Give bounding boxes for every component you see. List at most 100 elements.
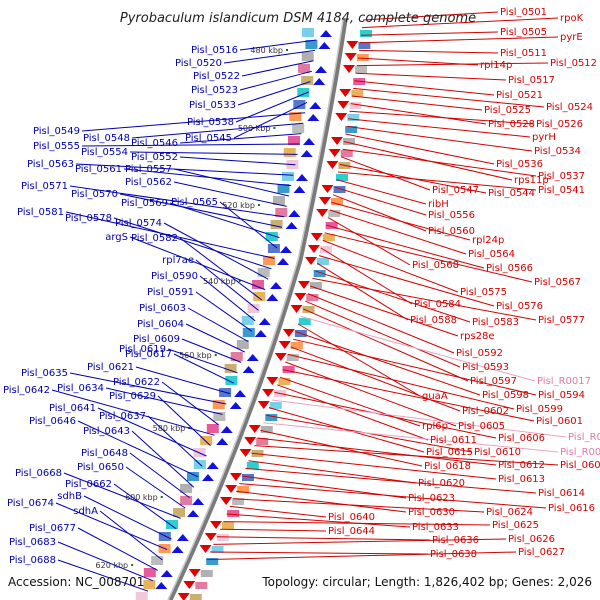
feature-block — [347, 114, 360, 121]
feature-block — [354, 66, 367, 73]
gene-label-right: Pisl_0598 — [482, 390, 529, 401]
feature-block — [301, 76, 314, 85]
leader-line — [329, 209, 467, 255]
kbp-tick-label: 540 kbp — [203, 277, 236, 286]
leader-line — [179, 156, 296, 166]
feature-block — [247, 304, 260, 313]
gene-label-left: Pisl_0565 — [171, 197, 218, 208]
leader-line — [173, 168, 290, 197]
leader-line — [83, 495, 172, 540]
feature-block — [267, 244, 280, 253]
leader-line — [351, 95, 483, 111]
gene-label-right: Pisl_0501 — [500, 7, 547, 18]
gene-label-left: Pisl_0662 — [65, 479, 112, 490]
leader-line — [362, 17, 559, 29]
minus-strand-gene — [160, 570, 173, 577]
feature-block — [298, 318, 311, 325]
leader-line — [353, 87, 545, 108]
feature-block — [316, 258, 329, 265]
plus-strand-gene — [290, 305, 303, 313]
gene-label-right: Pisl_0526 — [536, 119, 583, 130]
leader-line — [97, 407, 207, 457]
feature-block — [211, 546, 224, 553]
leader-line — [271, 399, 567, 438]
leader-line — [173, 181, 287, 207]
feature-block — [224, 364, 237, 373]
minus-strand-gene — [309, 102, 322, 109]
leader-line — [113, 217, 272, 270]
gene-label-right: Pisl_0605 — [458, 421, 505, 432]
minus-strand-gene — [254, 330, 267, 337]
gene-label-left: Pisl_0646 — [29, 416, 76, 427]
leader-line — [334, 186, 427, 216]
leader-line — [316, 262, 409, 321]
leader-line — [135, 366, 231, 395]
feature-block — [253, 292, 266, 301]
leader-line — [113, 483, 177, 530]
gene-label-left: Pisl_0561 — [75, 164, 122, 175]
kbp-tick-label: 600 kbp — [125, 493, 158, 502]
feature-block — [180, 496, 193, 505]
feature-block — [257, 268, 270, 277]
feature-block — [143, 568, 156, 577]
gene-label-left: Pisl_0621 — [87, 362, 134, 373]
feature-block — [272, 196, 285, 205]
plus-strand-gene — [209, 521, 222, 529]
feature-block — [206, 558, 219, 565]
feature-block — [165, 520, 178, 529]
leader-line — [282, 369, 535, 422]
minus-strand-gene — [293, 186, 306, 193]
plus-strand-gene — [294, 293, 307, 301]
leader-line — [307, 293, 455, 354]
feature-block — [297, 64, 310, 73]
plus-strand-gene — [239, 449, 252, 457]
map-title: Pyrobaculum islandicum DSM 4184, complet… — [120, 11, 476, 26]
plus-strand-gene — [248, 425, 261, 433]
gene-label-right: Pisl_0588 — [410, 315, 457, 326]
minus-strand-gene — [313, 78, 326, 85]
gene-label-right: Pisl_0583 — [472, 317, 519, 328]
gene-label-left: Pisl_0523 — [191, 85, 238, 96]
gene-label-left: Pisl_0546 — [131, 138, 178, 149]
gene-labels: Pisl_0516 Pisl_0520 Pisl_0522 Pisl_0523 Pisl… — [3, 7, 600, 566]
gene-label-left: Pisl_0590 — [151, 271, 198, 282]
leader-line — [348, 118, 531, 138]
gene-label-right: Pisl_0517 — [508, 75, 555, 86]
feature-block — [256, 438, 269, 445]
feature-block — [310, 282, 323, 289]
feature-block — [221, 522, 234, 529]
leader-line — [285, 361, 457, 427]
leader-line — [359, 36, 559, 44]
leader-line — [216, 536, 431, 541]
leader-line — [257, 437, 497, 466]
rna-label-right: Pisl_R0019 — [568, 432, 600, 443]
plus-strand-gene — [328, 149, 341, 157]
minus-strand-gene — [314, 66, 327, 73]
feature-block — [333, 186, 346, 193]
leader-line — [81, 143, 300, 147]
gene-label-left: Pisl_0629 — [109, 391, 156, 402]
minus-strand-gene — [229, 402, 242, 409]
gene-label-right: Pisl_0512 — [550, 58, 597, 69]
leader-line — [349, 110, 535, 125]
plus-strand-gene — [346, 41, 359, 49]
feature-block — [342, 138, 355, 145]
leader-line — [241, 60, 314, 77]
minus-strand-gene — [300, 150, 313, 157]
leader-line — [167, 348, 238, 374]
gene-label-right: rpl6p — [422, 421, 448, 432]
feature-block — [283, 148, 296, 157]
feature-block — [302, 306, 315, 313]
gene-label-left: Pisl_0549 — [33, 126, 80, 137]
minus-strand-gene — [206, 462, 219, 469]
leader-line — [129, 151, 298, 155]
leader-line — [324, 232, 533, 283]
gene-label-right: pyrH — [532, 132, 556, 143]
leader-line — [345, 133, 495, 165]
leader-line — [169, 202, 280, 239]
plus-strand-gene — [225, 485, 238, 493]
feature-block — [212, 400, 225, 409]
gene-label-left: Pisl_0619 — [119, 344, 166, 355]
gene-label-left: Pisl_0688 — [9, 555, 56, 566]
feature-block — [286, 354, 299, 361]
